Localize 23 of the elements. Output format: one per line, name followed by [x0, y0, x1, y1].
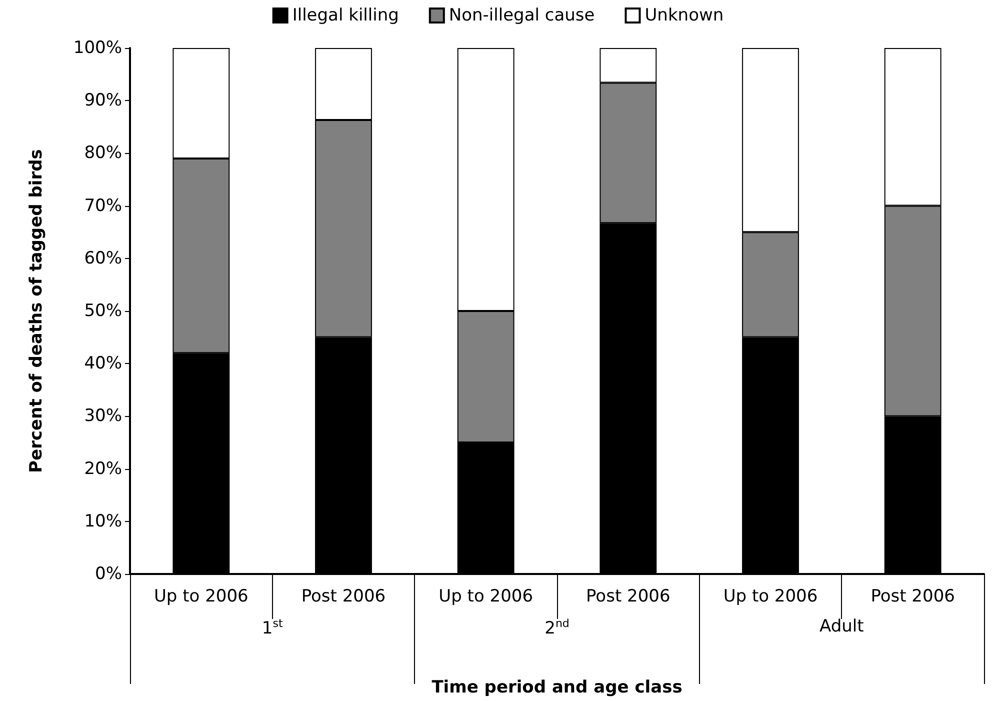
y-tick-label: 60%	[84, 248, 122, 268]
y-axis-title: Percent of deaths of tagged birds	[26, 149, 46, 473]
x-tick-label: Post 2006	[586, 586, 670, 606]
y-tick-label: 40%	[84, 354, 122, 374]
x-tick-label: Post 2006	[301, 586, 386, 606]
y-tick-label: 30%	[84, 406, 122, 426]
y-tick-label: 90%	[84, 90, 122, 111]
y-tick-label: 0%	[95, 564, 122, 584]
y-tick-label: 50%	[84, 301, 122, 321]
y-tick-label: 20%	[84, 458, 122, 479]
legend-label: Illegal killing	[292, 6, 399, 26]
legend-label: Non-illegal cause	[448, 6, 595, 26]
y-tick-label: 10%	[84, 511, 122, 532]
x-tick-label: Up to 2006	[723, 586, 818, 606]
x-tick-label: Post 2006	[870, 586, 955, 606]
x-axis-title: Time period and age class	[432, 678, 682, 698]
x-tick-label: Up to 2006	[154, 586, 248, 606]
y-tick-label: 70%	[84, 196, 122, 216]
legend-label: Unknown	[644, 6, 724, 26]
y-tick-label: 80%	[84, 143, 122, 164]
text: Adult	[820, 616, 864, 636]
x-tick-label: Up to 2006	[438, 586, 534, 606]
y-tick-label: 100%	[73, 38, 122, 58]
